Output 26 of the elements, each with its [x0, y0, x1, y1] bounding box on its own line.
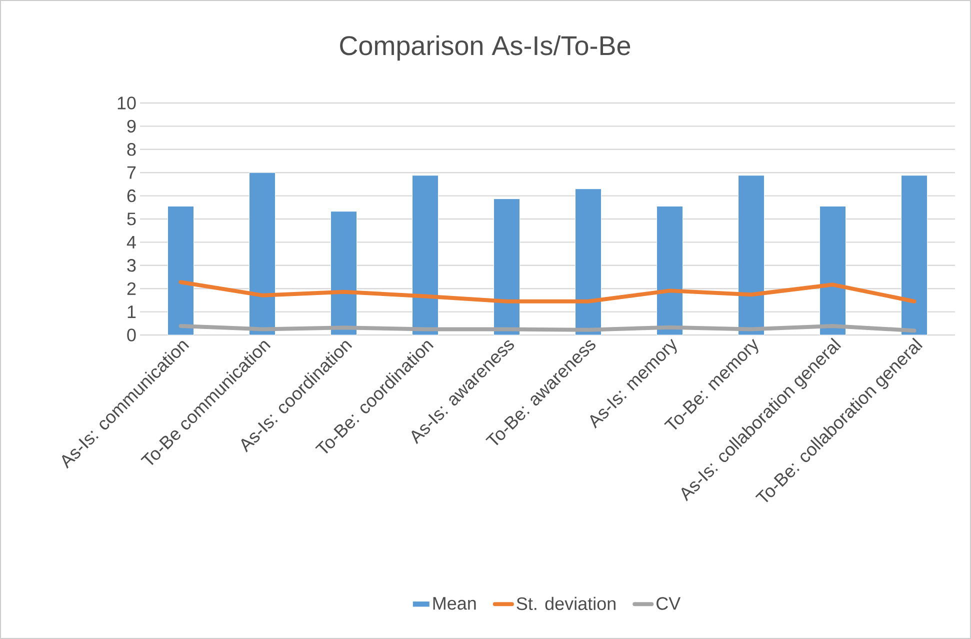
bar [656, 206, 684, 336]
bar [738, 175, 765, 336]
y-tick-label: 2 [127, 282, 136, 295]
bar [820, 206, 846, 336]
y-tick-label: 1 [128, 306, 136, 318]
bar [412, 175, 439, 336]
bar [575, 188, 602, 336]
bar [168, 206, 194, 336]
y-tick-label: 8 [127, 143, 136, 156]
y-tick-label: 0 [127, 328, 136, 342]
y-tick-label: 3 [127, 259, 136, 272]
y-tick-label: 7 [127, 166, 136, 179]
y-tick-label: 4 [126, 236, 136, 248]
chart-title: Comparison As-Is/To-Be [340, 35, 630, 61]
bar [901, 175, 928, 336]
legend-label: St. deviation [516, 596, 616, 610]
y-tick-label: 10 [118, 96, 136, 110]
bar [330, 211, 358, 336]
legend-label: Mean [433, 597, 476, 610]
bar [249, 172, 276, 336]
legend-label: CV [656, 597, 681, 610]
y-tick-label: 9 [127, 120, 136, 133]
y-tick-label: 5 [127, 212, 136, 226]
bar [494, 198, 520, 336]
y-tick-label: 6 [127, 189, 136, 202]
line-series [178, 280, 916, 304]
